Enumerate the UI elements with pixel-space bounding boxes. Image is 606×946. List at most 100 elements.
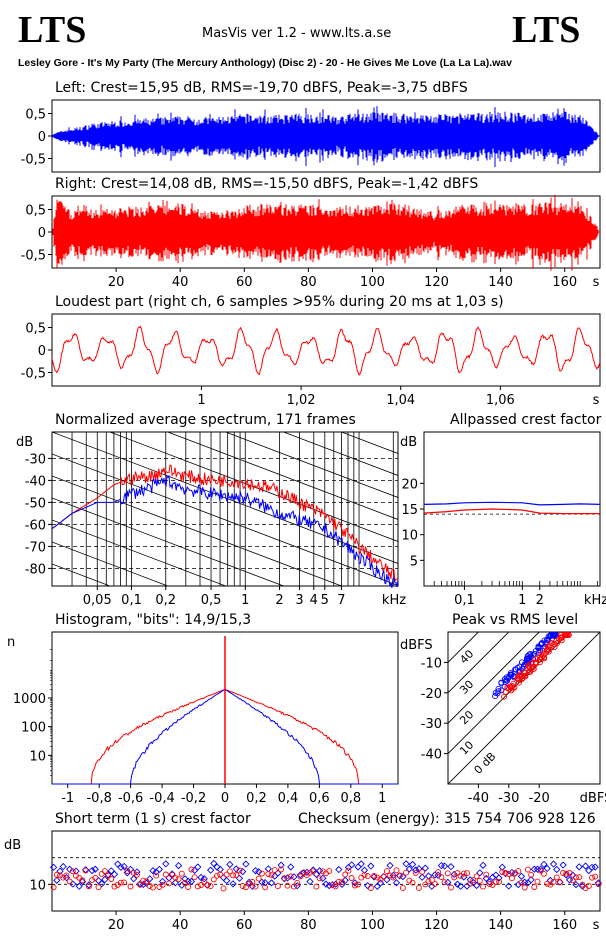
short-term-crest-point-0	[299, 869, 308, 877]
short-term-crest-point-1	[297, 873, 304, 880]
avg-spectrum-ytick-label: -70	[25, 540, 46, 555]
short-term-crest-point-0	[283, 874, 292, 882]
peak-vs-rms-point-0	[537, 647, 543, 654]
histogram-xtick-label: -0,4	[149, 791, 174, 806]
right-waveform-xtick-label: 20	[108, 275, 125, 290]
short-term-crest-point-1	[595, 881, 602, 888]
short-term-crest-point-0	[306, 877, 314, 886]
short-term-crest-point-1	[556, 879, 563, 886]
peak-vs-rms-point-0	[543, 636, 550, 643]
peak-vs-rms-diagonals	[448, 632, 600, 784]
short-term-crest-point-1	[435, 869, 442, 876]
short-term-crest-point-1	[175, 876, 182, 883]
short-term-crest-point-1	[374, 874, 381, 881]
short-term-crest-point-0	[335, 865, 343, 874]
short-term-crest-point-1	[207, 883, 214, 890]
avg-spectrum-slope-line	[282, 432, 398, 476]
short-term-crest-point-1	[396, 872, 403, 879]
allpassed-crest-ytick-label: 20	[401, 477, 418, 492]
short-term-crest-point-0	[591, 863, 599, 871]
short-term-crest-point-0	[514, 880, 522, 889]
peak-vs-rms-ytick-label: -20	[421, 687, 442, 702]
short-term-crest-point-0	[447, 862, 455, 871]
short-term-crest-point-1	[579, 881, 586, 888]
peak-vs-rms-ytick-label: -10	[421, 656, 442, 671]
short-term-crest-point-0	[56, 867, 64, 875]
short-term-crest-point-1	[198, 882, 204, 888]
peak-vs-rms-point-1	[563, 632, 570, 639]
short-term-crest-point-1	[146, 883, 153, 889]
short-term-crest-point-1	[560, 870, 567, 876]
short-term-crest-point-1	[576, 874, 583, 881]
allpassed-crest-title: Allpassed crest factor	[450, 412, 602, 428]
short-term-crest-point-0	[120, 862, 128, 871]
short-term-crest-point-1	[364, 873, 371, 880]
peak-vs-rms-point-0	[523, 656, 530, 663]
short-term-crest-point-0	[91, 865, 99, 873]
short-term-crest-point-1	[383, 868, 390, 875]
right-waveform-xtick-label: 80	[300, 275, 317, 290]
short-term-crest-point-0	[174, 861, 183, 870]
short-term-crest-point-0	[392, 879, 401, 887]
short-term-crest-point-1	[117, 879, 124, 886]
short-term-crest-title: Short term (1 s) crest factor	[55, 811, 251, 827]
right-waveform-ytick-label: 0	[38, 226, 46, 241]
short-term-crest-point-0	[428, 882, 436, 890]
short-term-crest-point-1	[210, 876, 217, 883]
short-term-crest-point-0	[213, 863, 221, 871]
peak-vs-rms-point-1	[532, 659, 539, 666]
short-term-crest-point-0	[485, 878, 494, 886]
short-term-crest-point-0	[498, 863, 506, 871]
histogram-title: Histogram, "bits": 14,9/15,3	[55, 612, 252, 628]
short-term-crest-point-1	[220, 885, 227, 892]
allpassed-crest-ytick-label: 10	[401, 529, 418, 544]
short-term-crest-point-1	[451, 874, 458, 881]
right-waveform-xtick-label: 40	[172, 275, 189, 290]
short-term-crest-point-1	[98, 870, 105, 877]
short-term-crest-point-1	[169, 871, 176, 878]
right-waveform-title: Right: Crest=14,08 dB, RMS=-15,50 dBFS, …	[55, 176, 479, 192]
right-waveform-ytick-label: 0,5	[25, 204, 46, 219]
loudest-part-trace	[51, 325, 601, 376]
peak-vs-rms-xtick-label: -20	[529, 791, 550, 806]
short-term-crest-frame	[51, 830, 601, 912]
left-waveform-ytick-label: -0,5	[21, 153, 46, 168]
peak-vs-rms-point-0	[501, 676, 508, 683]
avg-spectrum-slopes	[52, 432, 398, 586]
short-term-crest-point-0	[223, 876, 231, 885]
short-term-crest-point-1	[140, 877, 147, 884]
avg-spectrum-xtick-label: 0,1	[121, 593, 142, 608]
short-term-crest-point-1	[438, 874, 445, 881]
short-term-crest-point-1	[182, 880, 188, 886]
short-term-crest-point-0	[290, 873, 298, 881]
short-term-crest-point-0	[325, 881, 333, 890]
short-term-crest-point-1	[92, 874, 99, 881]
short-term-crest-point-1	[265, 871, 272, 877]
histogram-ytick-label: 100	[21, 721, 46, 736]
short-term-crest-point-1	[569, 877, 576, 884]
short-term-crest-point-0	[271, 872, 279, 880]
short-term-crest-point-1	[50, 884, 57, 891]
peak-vs-rms-point-1	[553, 637, 560, 644]
peak-vs-rms-point-1	[501, 693, 507, 700]
short-term-crest-point-0	[117, 863, 125, 872]
peak-vs-rms-point-0	[538, 639, 545, 646]
short-term-crest-point-0	[421, 864, 429, 872]
short-term-crest-point-0	[540, 860, 548, 868]
short-term-crest-xtick-label: 60	[236, 918, 253, 933]
avg-spectrum-slope-line	[340, 432, 398, 454]
allpassed-crest-xunit: kHz	[584, 593, 606, 608]
short-term-crest-point-1	[255, 875, 262, 882]
avg-spectrum-frame	[51, 431, 399, 587]
short-term-crest-point-0	[315, 867, 324, 875]
short-term-crest-point-0	[72, 867, 80, 875]
avg-spectrum-xtick-label: 2	[275, 593, 283, 608]
avg-spectrum-series-0	[51, 464, 399, 583]
short-term-crest-point-1	[355, 881, 361, 888]
short-term-crest-point-1	[185, 884, 192, 890]
avg-spectrum-slope-line	[52, 519, 227, 586]
short-term-crest-point-1	[191, 874, 198, 881]
avg-spectrum-xunit: kHz	[382, 593, 406, 608]
short-term-crest-ytick-label: 10	[29, 878, 46, 893]
histogram-xtick-label: 0	[221, 791, 229, 806]
